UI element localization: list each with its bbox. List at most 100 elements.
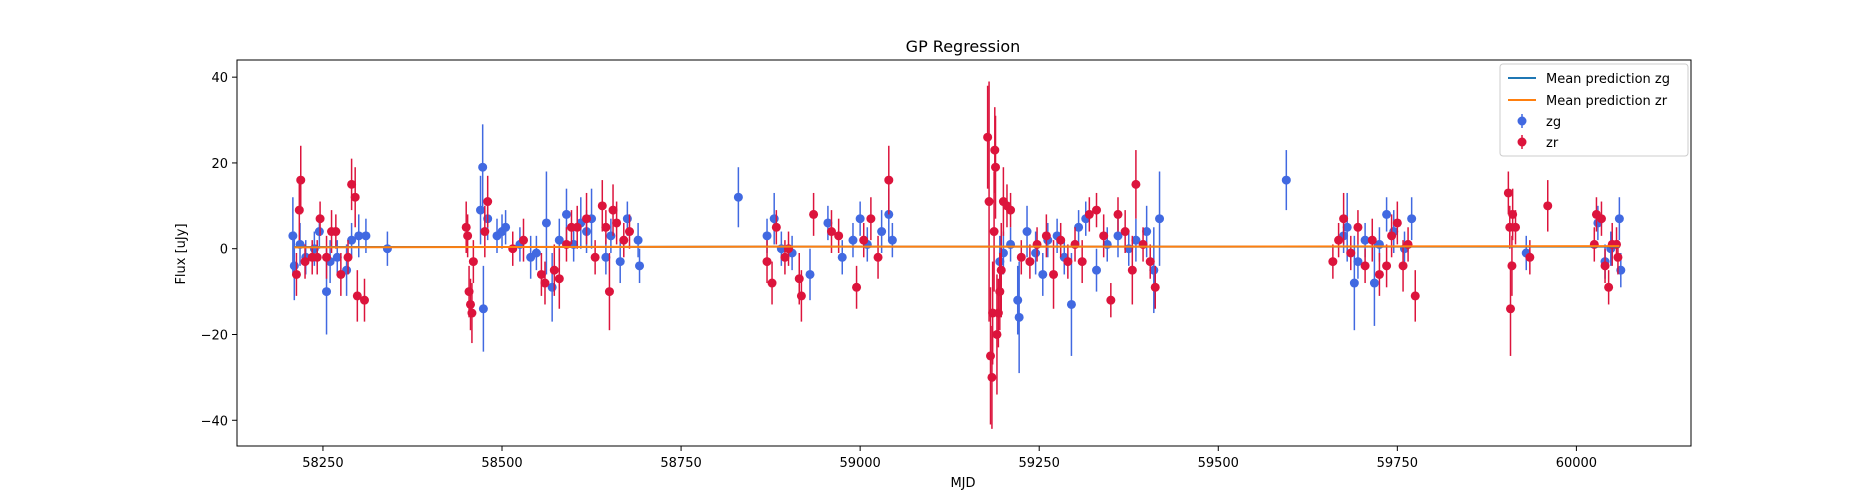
legend-label-mean-zr: Mean prediction zr: [1546, 94, 1668, 109]
point-zr: [780, 252, 790, 262]
y-tick-label: −40: [201, 414, 228, 429]
point-zg: [554, 235, 564, 245]
point-zg: [561, 209, 571, 219]
point-zr: [601, 222, 611, 232]
point-zg: [615, 257, 625, 267]
point-zr: [873, 252, 883, 262]
point-zr: [1334, 235, 1344, 245]
point-zr: [771, 222, 781, 232]
point-zr: [992, 329, 1002, 339]
point-zr: [590, 252, 600, 262]
point-zr: [767, 278, 777, 288]
point-zg: [1022, 227, 1032, 237]
point-zr: [990, 145, 1000, 155]
point-zr: [995, 287, 1005, 297]
point-zr: [1106, 295, 1116, 305]
point-zr: [1353, 222, 1363, 232]
point-zr: [508, 244, 518, 254]
point-zg: [476, 205, 486, 215]
point-zr: [1032, 239, 1042, 249]
y-tick-label: −20: [201, 328, 228, 343]
legend: Mean prediction zg Mean prediction zr zg…: [1499, 63, 1689, 157]
point-zr: [467, 308, 477, 318]
x-tick-label: 58500: [481, 456, 522, 471]
point-zg: [288, 231, 298, 241]
y-tick-label: 20: [211, 157, 228, 172]
point-zg: [1031, 248, 1041, 258]
point-zr: [300, 257, 310, 267]
point-zr: [1120, 227, 1130, 237]
point-zr: [809, 209, 819, 219]
point-zr: [572, 222, 582, 232]
point-zr: [336, 269, 346, 279]
point-zg: [1353, 257, 1363, 267]
point-zg: [848, 235, 858, 245]
point-zg: [332, 252, 342, 262]
point-zr: [1077, 257, 1087, 267]
point-zr: [1041, 231, 1051, 241]
point-zr: [604, 287, 614, 297]
point-zr: [1360, 261, 1370, 271]
point-zr: [1398, 261, 1408, 271]
point-zr: [612, 218, 622, 228]
point-zg: [622, 214, 632, 224]
point-zr: [1508, 209, 1518, 219]
series-zr: [291, 81, 1623, 429]
plot-area: 58250 58500 58750 59000 59250 59500 59750 60000…: [201, 59, 1692, 471]
point-zg: [1149, 265, 1159, 275]
point-zr: [1328, 257, 1338, 267]
y-tick-label: 40: [211, 71, 228, 86]
point-zg: [478, 304, 488, 314]
point-zr: [1503, 188, 1513, 198]
point-zr: [1511, 222, 1521, 232]
point-zr: [343, 252, 353, 262]
chart-title: GP Regression: [906, 37, 1021, 56]
point-zr: [1507, 261, 1517, 271]
point-zr: [352, 291, 362, 301]
x-tick-label: 59750: [1377, 456, 1418, 471]
point-zr: [993, 308, 1003, 318]
point-zr: [1387, 231, 1397, 241]
point-zr: [461, 222, 471, 232]
point-zr: [1612, 239, 1622, 249]
x-tick-label: 59500: [1198, 456, 1239, 471]
point-zg: [1349, 278, 1359, 288]
point-zg: [805, 269, 815, 279]
point-zr: [796, 291, 806, 301]
point-zg: [769, 214, 779, 224]
y-axis-label: Flux [uJy]: [174, 223, 189, 284]
point-zr: [1604, 282, 1614, 292]
point-zr: [991, 162, 1001, 172]
point-zg: [601, 252, 611, 262]
point-zg: [855, 214, 865, 224]
point-zr: [1374, 269, 1384, 279]
point-zg: [501, 222, 511, 232]
point-zg: [1407, 214, 1417, 224]
point-zr: [1056, 235, 1066, 245]
point-zr: [483, 197, 493, 207]
point-zr: [1113, 209, 1123, 219]
point-zg: [1142, 227, 1152, 237]
point-zr: [784, 244, 794, 254]
point-zr: [463, 231, 473, 241]
point-zr: [984, 197, 994, 207]
point-zr: [762, 257, 772, 267]
point-zg: [1113, 231, 1123, 241]
point-zr: [1600, 261, 1610, 271]
point-zr: [1150, 282, 1160, 292]
point-zr: [322, 252, 332, 262]
point-zr: [549, 265, 559, 275]
point-zg: [1013, 295, 1023, 305]
point-zr: [1070, 239, 1080, 249]
legend-marker-zr: [1517, 137, 1527, 147]
point-zg: [606, 231, 616, 241]
point-zr: [468, 257, 478, 267]
point-zr: [1506, 304, 1516, 314]
point-zg: [733, 192, 743, 202]
point-zr: [986, 351, 996, 361]
point-zr: [996, 265, 1006, 275]
legend-label-mean-zg: Mean prediction zg: [1546, 72, 1670, 87]
point-zr: [1613, 252, 1623, 262]
x-tick-label: 59250: [1019, 456, 1060, 471]
